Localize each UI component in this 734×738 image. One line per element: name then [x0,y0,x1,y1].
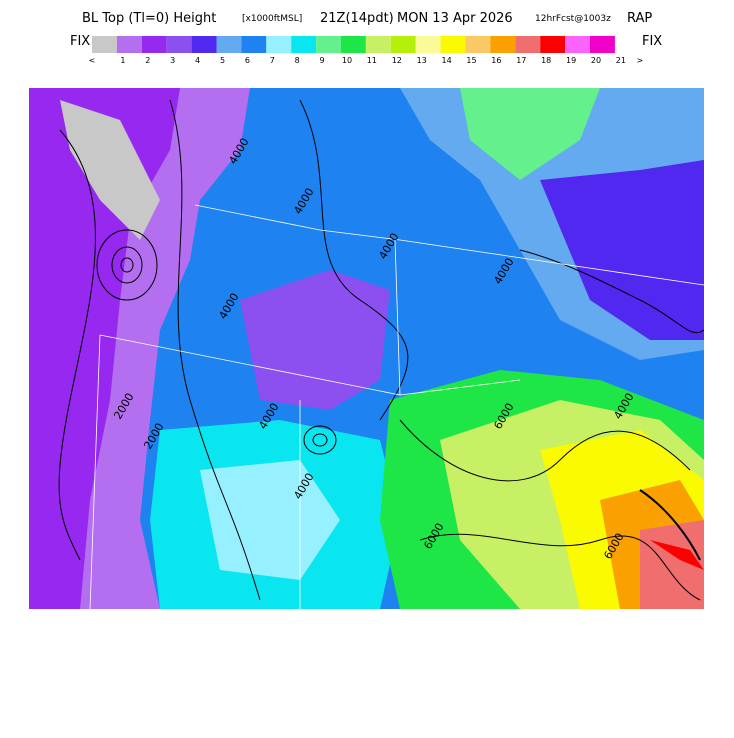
color-swatch [316,36,341,53]
color-swatch [465,36,491,53]
region [200,460,340,580]
colorbar-right-label: FIX [642,34,662,49]
colorbar-label: 4 [195,56,200,65]
colorbar-label: 3 [170,56,175,65]
color-swatch [440,36,466,53]
colorbar-label: 5 [220,56,225,65]
color-swatch [565,36,590,53]
color-swatch [166,36,192,53]
colorbar: <1 2 3 4 5 6 7 8 9 10 11 12 13 14 15 16 17 18 19 20 21 > [89,36,644,65]
contours [58,99,704,601]
region [60,100,160,240]
color-swatch [490,36,516,53]
colorbar-label: 8 [295,56,300,65]
forecast: 12hrFcst@1003z [535,14,611,24]
colorbar-label: 21 [616,56,626,65]
region [460,88,600,180]
color-swatch [341,36,366,53]
valid-time: 21Z(14pdt) [320,11,394,26]
colorbar-label: 2 [145,56,150,65]
color-swatch [291,36,317,53]
colorbar-label: 18 [541,56,551,65]
units: [x1000ftMSL] [242,14,302,24]
color-swatch [590,36,615,53]
colorbar-label: 6 [245,56,250,65]
colorbar-label: < [89,56,96,65]
color-swatch [415,36,441,53]
colorbar-label: 14 [442,56,452,65]
colorbar-label: 9 [320,56,325,65]
boundaries [89,204,704,609]
date: MON 13 Apr 2026 [397,11,513,26]
color-swatch [515,36,541,53]
colorbar-label: 10 [342,56,352,65]
colorbar-label: 19 [566,56,576,65]
color-swatch [92,36,117,53]
colorbar-label: > [637,56,644,65]
color-swatch [216,36,242,53]
region [240,270,390,410]
color-swatch [116,36,142,53]
colorbar-label: 17 [516,56,526,65]
title: BL Top (Tl=0) Height [82,11,216,26]
color-swatch [540,36,566,53]
colorbar-label: 7 [270,56,275,65]
region [650,540,704,570]
color-swatch [266,36,292,53]
colorbar-label: 12 [392,56,402,65]
region [540,160,704,340]
region [29,88,180,609]
colorbar-label: 1 [120,56,125,65]
color-swatch [141,36,167,53]
model: RAP [627,11,652,26]
colorbar-label: 13 [417,56,427,65]
colorbar-left-label: FIX [70,34,90,49]
colorbar-label: 15 [466,56,476,65]
color-swatch [365,36,391,53]
colorbar-label: 20 [591,56,601,65]
color-swatch [241,36,267,53]
header: BL Top (Tl=0) Height [x1000ftMSL] 21Z(14… [70,11,662,49]
colorbar-label: 11 [367,56,377,65]
color-swatch [191,36,217,53]
color-swatch [390,36,416,53]
colorbar-label: 16 [491,56,501,65]
